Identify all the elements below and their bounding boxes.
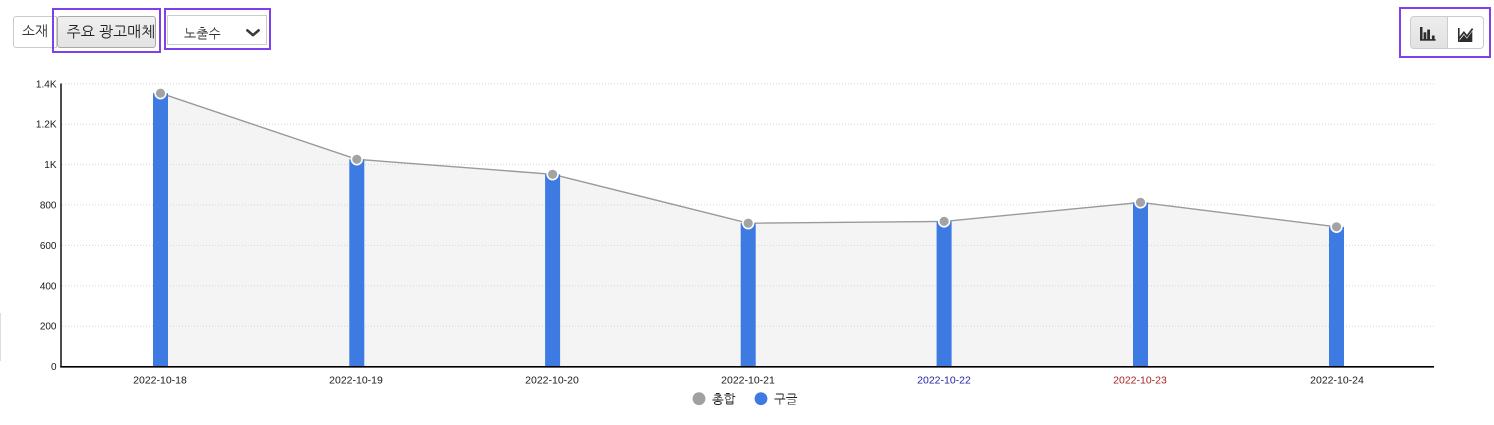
svg-text:2022-10-24: 2022-10-24 [1310,375,1364,386]
svg-text:총합: 총합 [712,392,736,406]
svg-text:600: 600 [40,241,57,251]
svg-text:1.2K: 1.2K [36,120,57,130]
svg-text:2022-10-19: 2022-10-19 [329,375,383,386]
svg-text:2022-10-21: 2022-10-21 [721,375,775,386]
svg-text:구글: 구글 [774,393,798,406]
svg-text:1K: 1K [44,160,57,170]
svg-text:400: 400 [40,281,57,291]
svg-text:2022-10-23: 2022-10-23 [1113,375,1167,386]
svg-text:0: 0 [51,362,57,372]
svg-text:800: 800 [40,201,57,211]
svg-text:2022-10-22: 2022-10-22 [917,375,971,386]
svg-text:2022-10-18: 2022-10-18 [133,375,187,386]
svg-text:2022-10-20: 2022-10-20 [525,375,579,386]
svg-text:200: 200 [40,322,57,332]
svg-text:1.4K: 1.4K [36,79,57,89]
